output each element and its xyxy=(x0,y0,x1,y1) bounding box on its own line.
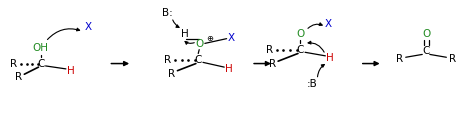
Text: R: R xyxy=(10,59,17,69)
Text: O: O xyxy=(422,29,430,39)
Text: X: X xyxy=(84,22,91,32)
Text: H: H xyxy=(181,29,189,39)
Text: R: R xyxy=(395,54,403,64)
Text: C: C xyxy=(297,45,304,55)
Text: H: H xyxy=(326,53,334,63)
Text: R: R xyxy=(168,69,175,79)
Text: O: O xyxy=(296,29,304,39)
Text: B:: B: xyxy=(162,8,173,18)
Text: H: H xyxy=(225,64,233,75)
Text: R: R xyxy=(449,54,456,64)
Text: R: R xyxy=(15,72,22,82)
Text: :B: :B xyxy=(307,79,318,89)
Text: O: O xyxy=(195,39,203,49)
Text: H: H xyxy=(67,66,74,76)
Text: C: C xyxy=(37,59,45,69)
Text: R: R xyxy=(269,59,276,69)
Text: OH: OH xyxy=(33,43,49,53)
Text: X: X xyxy=(228,33,235,43)
Text: C: C xyxy=(422,46,430,56)
Text: X: X xyxy=(325,19,332,29)
Text: R: R xyxy=(265,45,273,55)
Text: R: R xyxy=(164,55,171,65)
Text: ⊕: ⊕ xyxy=(206,34,213,43)
Text: C: C xyxy=(194,55,202,65)
